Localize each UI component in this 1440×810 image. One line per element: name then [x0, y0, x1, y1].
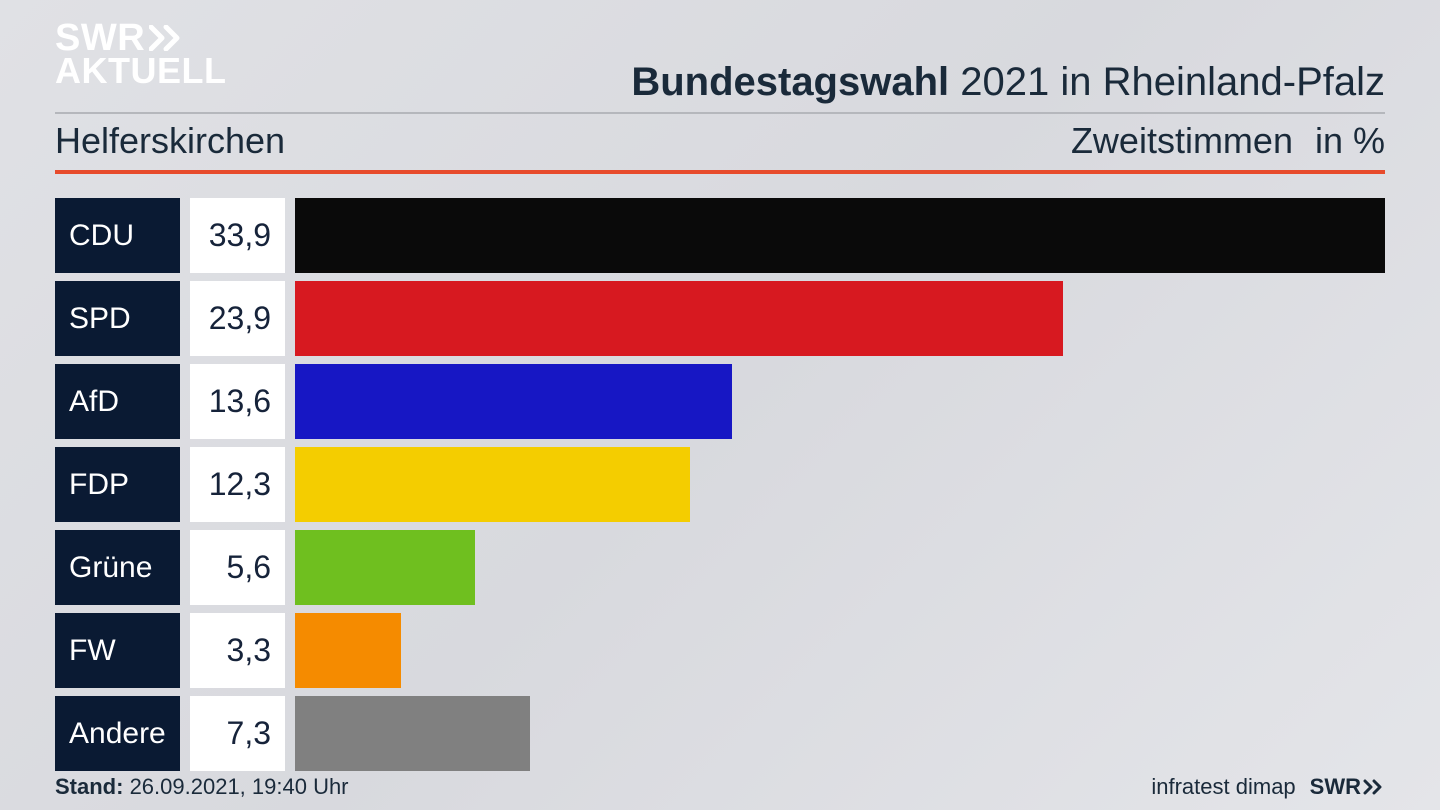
credit-source: infratest dimap [1151, 774, 1295, 800]
bar-track [295, 530, 1385, 605]
value-label: 33,9 [190, 198, 285, 273]
bar [295, 198, 1385, 273]
bar [295, 447, 690, 522]
bar-track [295, 613, 1385, 688]
location-label: Helferskirchen [55, 120, 285, 162]
party-label: CDU [55, 198, 180, 273]
credit-broadcaster: SWR [1310, 774, 1385, 800]
bar-track [295, 364, 1385, 439]
party-label: FDP [55, 447, 180, 522]
subheader: Helferskirchen Zweitstimmenin % [55, 120, 1385, 162]
stand-label: Stand: [55, 774, 123, 799]
bar [295, 364, 732, 439]
value-label: 3,3 [190, 613, 285, 688]
logo-chevron-icon [149, 25, 183, 51]
bar [295, 696, 530, 771]
footer: Stand: 26.09.2021, 19:40 Uhr infratest d… [55, 774, 1385, 800]
bar [295, 530, 475, 605]
party-label: AfD [55, 364, 180, 439]
value-label: 13,6 [190, 364, 285, 439]
title-bold: Bundestagswahl [631, 60, 949, 104]
title-rest: 2021 in Rheinland-Pfalz [949, 60, 1385, 104]
chart-row: Andere7,3 [55, 696, 1385, 771]
chart-row: SPD23,9 [55, 281, 1385, 356]
credit: infratest dimap SWR [1151, 774, 1385, 800]
bar-track [295, 281, 1385, 356]
page-title: Bundestagswahl 2021 in Rheinland-Pfalz [631, 60, 1385, 105]
value-label: 23,9 [190, 281, 285, 356]
bar-track [295, 198, 1385, 273]
party-label: Andere [55, 696, 180, 771]
chart-row: AfD13,6 [55, 364, 1385, 439]
value-label: 5,6 [190, 530, 285, 605]
stand-value: 26.09.2021, 19:40 Uhr [123, 774, 348, 799]
party-label: SPD [55, 281, 180, 356]
chart-row: Grüne5,6 [55, 530, 1385, 605]
chart-row: FW3,3 [55, 613, 1385, 688]
bar [295, 281, 1063, 356]
chart-row: FDP12,3 [55, 447, 1385, 522]
divider-orange [55, 170, 1385, 174]
chart-row: CDU33,9 [55, 198, 1385, 273]
divider-grey [55, 112, 1385, 114]
bar [295, 613, 401, 688]
timestamp: Stand: 26.09.2021, 19:40 Uhr [55, 774, 349, 800]
party-label: Grüne [55, 530, 180, 605]
value-label: 7,3 [190, 696, 285, 771]
value-label: 12,3 [190, 447, 285, 522]
metric-label: Zweitstimmenin % [1071, 120, 1385, 162]
bar-track [295, 696, 1385, 771]
results-bar-chart: CDU33,9SPD23,9AfD13,6FDP12,3Grüne5,6FW3,… [55, 198, 1385, 779]
bar-track [295, 447, 1385, 522]
party-label: FW [55, 613, 180, 688]
